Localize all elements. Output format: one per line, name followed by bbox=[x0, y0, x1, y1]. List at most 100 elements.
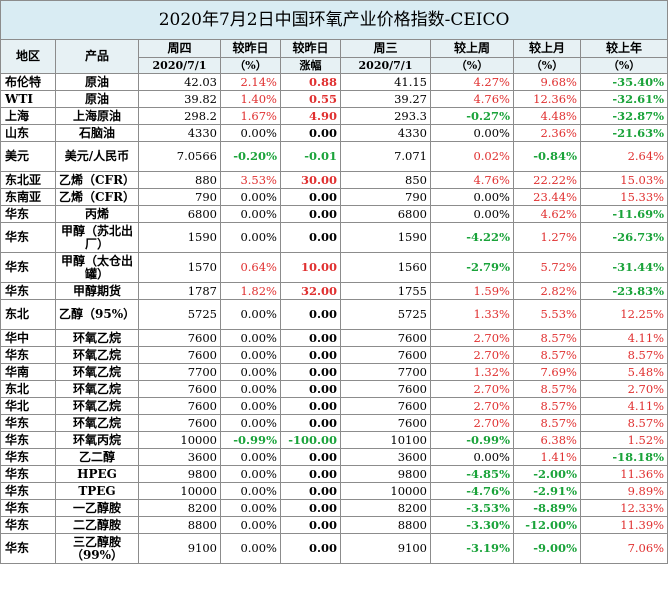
row-region: 华东 bbox=[0, 346, 56, 364]
row-region: 东北 bbox=[0, 299, 56, 330]
row-vs-prev-day-pct: 0.00% bbox=[220, 299, 281, 330]
row-vs-prev-day-pct: 0.00% bbox=[220, 380, 281, 398]
table-row: 上海 上海原油 298.2 1.67% 4.90 293.3 -0.27% 4.48% -32.… bbox=[0, 107, 668, 125]
row-vs-last-week: -4.85% bbox=[430, 465, 514, 483]
header-wed: 周三 bbox=[340, 39, 431, 58]
row-vs-last-week: 0.02% bbox=[430, 141, 514, 172]
row-region: 上海 bbox=[0, 107, 56, 125]
row-vs-prev-day-pct: -0.99% bbox=[220, 431, 281, 449]
row-wed-price: 41.15 bbox=[340, 73, 431, 91]
header-vs-last-week: 较上周 bbox=[430, 39, 514, 58]
row-vs-last-week: 0.00% bbox=[430, 188, 514, 206]
row-vs-prev-day-change: 0.00 bbox=[280, 465, 341, 483]
row-vs-last-week: 2.70% bbox=[430, 397, 514, 415]
row-vs-last-year: 7.06% bbox=[579, 533, 668, 564]
row-vs-prev-day-change: 0.00 bbox=[280, 414, 341, 432]
row-thu-price: 10000 bbox=[138, 431, 221, 449]
table-row: 东南亚 乙烯（CFR） 790 0.00% 0.00 790 0.00% 23.44% 15.3… bbox=[0, 188, 668, 206]
table-row: 东北 环氧乙烷 7600 0.00% 0.00 7600 2.70% 8.57% 2.70% bbox=[0, 380, 668, 398]
row-vs-last-month: 1.41% bbox=[513, 448, 581, 466]
row-thu-price: 7.0566 bbox=[138, 141, 221, 172]
row-vs-prev-day-change: 0.00 bbox=[280, 299, 341, 330]
row-thu-price: 7600 bbox=[138, 414, 221, 432]
row-vs-last-month: 8.57% bbox=[513, 397, 581, 415]
row-vs-last-month: 4.62% bbox=[513, 205, 581, 223]
row-product: 环氧乙烷 bbox=[55, 380, 139, 398]
row-vs-prev-day-change: 0.00 bbox=[280, 222, 341, 253]
row-vs-prev-day-change: 0.55 bbox=[280, 90, 341, 108]
row-product: 上海原油 bbox=[55, 107, 139, 125]
row-wed-price: 7600 bbox=[340, 397, 431, 415]
row-region: 东南亚 bbox=[0, 188, 56, 206]
row-vs-last-year: -32.87% bbox=[579, 107, 668, 125]
header-vs-prev-day-change: 较昨日 bbox=[280, 39, 341, 58]
row-vs-prev-day-change: 0.00 bbox=[280, 516, 341, 534]
row-vs-prev-day-pct: 0.00% bbox=[220, 414, 281, 432]
row-vs-last-month: 12.36% bbox=[513, 90, 581, 108]
row-vs-last-week: 2.70% bbox=[430, 346, 514, 364]
table-row: 布伦特 原油 42.03 2.14% 0.88 41.15 4.27% 9.68% -35.40… bbox=[0, 73, 668, 91]
row-vs-prev-day-change: 0.88 bbox=[280, 73, 341, 91]
row-product: 环氧乙烷 bbox=[55, 329, 139, 347]
row-vs-prev-day-change: 0.00 bbox=[280, 188, 341, 206]
row-vs-last-week: -3.30% bbox=[430, 516, 514, 534]
row-vs-last-year: 1.52% bbox=[579, 431, 668, 449]
row-thu-price: 1787 bbox=[138, 282, 221, 300]
row-region: 华东 bbox=[0, 533, 56, 564]
row-vs-last-month: 2.82% bbox=[513, 282, 581, 300]
row-wed-price: 790 bbox=[340, 188, 431, 206]
row-product: 石脑油 bbox=[55, 124, 139, 142]
header-region: 地区 bbox=[0, 39, 56, 74]
row-vs-last-month: -8.89% bbox=[513, 499, 581, 517]
row-vs-prev-day-pct: 1.82% bbox=[220, 282, 281, 300]
price-index-table: 2020年7月2日中国环氧产业价格指数-CEICO 地区 产品 周四 较昨日 较… bbox=[0, 0, 668, 564]
row-region: 华东 bbox=[0, 431, 56, 449]
header-product: 产品 bbox=[55, 39, 139, 74]
row-vs-last-year: 12.25% bbox=[579, 299, 668, 330]
row-thu-price: 7600 bbox=[138, 397, 221, 415]
row-product: 原油 bbox=[55, 73, 139, 91]
row-vs-prev-day-change: 10.00 bbox=[280, 252, 341, 283]
row-vs-prev-day-pct: 0.00% bbox=[220, 499, 281, 517]
row-vs-last-year: 2.64% bbox=[579, 141, 668, 172]
row-thu-price: 9100 bbox=[138, 533, 221, 564]
table-row: 华东 二乙醇胺 8800 0.00% 0.00 8800 -3.30% -12.00% 11.3… bbox=[0, 516, 668, 534]
row-vs-last-year: -11.69% bbox=[579, 205, 668, 223]
row-region: 华东 bbox=[0, 516, 56, 534]
row-vs-last-year: 8.57% bbox=[579, 414, 668, 432]
table-row: 华东 三乙醇胺（99%） 9100 0.00% 0.00 9100 -3.19% -9.00%… bbox=[0, 533, 668, 564]
row-thu-price: 8200 bbox=[138, 499, 221, 517]
row-vs-last-week: 4.76% bbox=[430, 171, 514, 189]
row-region: 华东 bbox=[0, 414, 56, 432]
row-vs-last-year: -26.73% bbox=[579, 222, 668, 253]
table-row: 山东 石脑油 4330 0.00% 0.00 4330 0.00% 2.36% -21.63% bbox=[0, 124, 668, 142]
row-vs-last-week: 0.00% bbox=[430, 124, 514, 142]
row-vs-last-week: 0.00% bbox=[430, 448, 514, 466]
row-product: 环氧乙烷 bbox=[55, 397, 139, 415]
header-thu-date: 2020/7/1 bbox=[138, 57, 221, 74]
page-title: 2020年7月2日中国环氧产业价格指数-CEICO bbox=[0, 0, 668, 40]
row-vs-last-week: 1.32% bbox=[430, 363, 514, 381]
row-vs-prev-day-change: -100.00 bbox=[280, 431, 341, 449]
row-vs-last-year: 15.33% bbox=[579, 188, 668, 206]
header-thu: 周四 bbox=[138, 39, 221, 58]
row-wed-price: 10100 bbox=[340, 431, 431, 449]
row-wed-price: 7700 bbox=[340, 363, 431, 381]
row-thu-price: 8800 bbox=[138, 516, 221, 534]
row-product: 一乙醇胺 bbox=[55, 499, 139, 517]
row-product: 环氧乙烷 bbox=[55, 414, 139, 432]
row-vs-prev-day-pct: 0.00% bbox=[220, 222, 281, 253]
row-vs-last-week: 0.00% bbox=[430, 205, 514, 223]
row-vs-prev-day-change: 30.00 bbox=[280, 171, 341, 189]
table-row: 华北 环氧乙烷 7600 0.00% 0.00 7600 2.70% 8.57% 4.11% bbox=[0, 397, 668, 415]
row-product: TPEG bbox=[55, 482, 139, 500]
row-wed-price: 4330 bbox=[340, 124, 431, 142]
row-wed-price: 850 bbox=[340, 171, 431, 189]
row-product: 环氧乙烷 bbox=[55, 363, 139, 381]
row-vs-prev-day-change: 0.00 bbox=[280, 499, 341, 517]
row-wed-price: 9800 bbox=[340, 465, 431, 483]
table-row: 华东 乙二醇 3600 0.00% 0.00 3600 0.00% 1.41% -18.18% bbox=[0, 448, 668, 466]
table-row: 华东 TPEG 10000 0.00% 0.00 10000 -4.76% -2.91% 9.8… bbox=[0, 482, 668, 500]
row-product: 原油 bbox=[55, 90, 139, 108]
row-vs-prev-day-pct: 0.00% bbox=[220, 363, 281, 381]
